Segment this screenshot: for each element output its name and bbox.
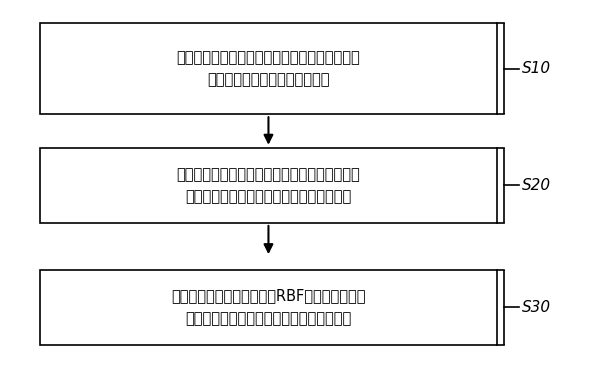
- Text: 基于屏障李雅普诺夫函数、RBF神经控制理论对
对飞行器反馈控制模型进行航迹角约束控制: 基于屏障李雅普诺夫函数、RBF神经控制理论对 对飞行器反馈控制模型进行航迹角约束…: [171, 288, 366, 326]
- Text: S10: S10: [522, 61, 551, 76]
- Bar: [40, 23, 497, 115]
- Text: S20: S20: [522, 178, 551, 193]
- Bar: [40, 148, 497, 223]
- Text: 通过变量代换，将所述飞行器非线性系统模型转
化为带有模型参数不确定性的反馈控制模型: 通过变量代换，将所述飞行器非线性系统模型转 化为带有模型参数不确定性的反馈控制模…: [177, 167, 361, 204]
- Text: S30: S30: [522, 300, 551, 315]
- Bar: [40, 270, 497, 345]
- Text: 根据飞行器动力模型存在强耦合与高度非线性特
性，建立飞行器非线性系统模型: 根据飞行器动力模型存在强耦合与高度非线性特 性，建立飞行器非线性系统模型: [177, 50, 361, 87]
